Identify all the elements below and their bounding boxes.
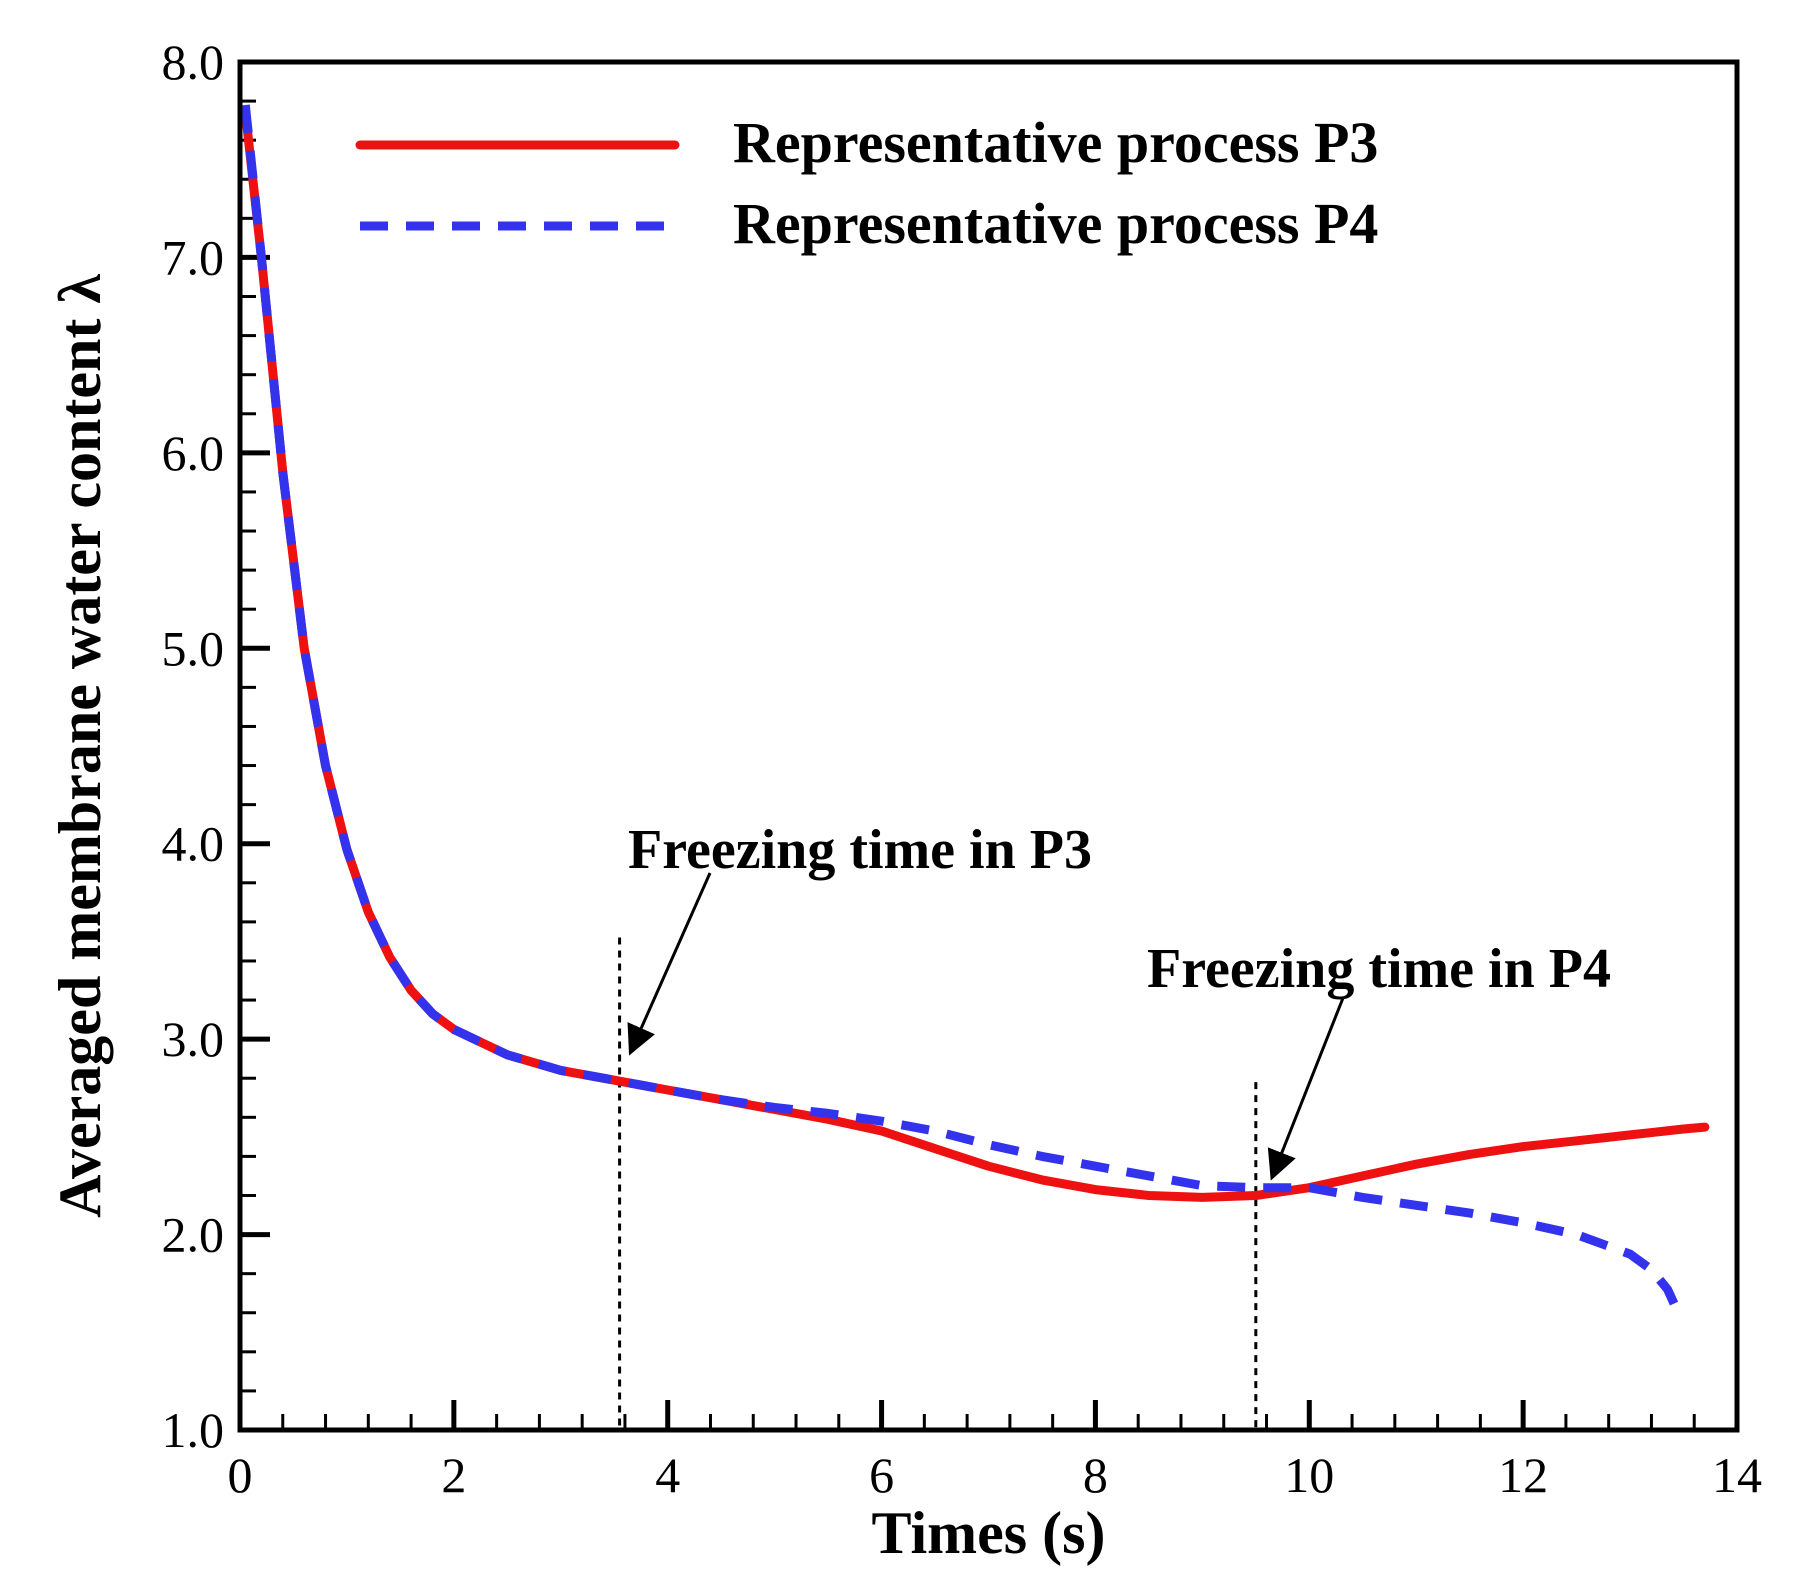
series-lines	[240, 104, 1710, 1315]
y-axis-title: Averaged membrane water content λ	[47, 274, 113, 1218]
legend-label: Representative process P4	[733, 191, 1378, 256]
y-tick-label: 1.0	[162, 1402, 225, 1458]
y-tick-label: 8.0	[162, 34, 225, 90]
y-tick-label: 7.0	[162, 229, 225, 285]
annotation-label: Freezing time in P3	[628, 819, 1092, 881]
annotations: Freezing time in P3 Freezing time in P4	[618, 819, 1611, 1430]
x-tick-label: 12	[1498, 1447, 1548, 1503]
x-tick-label: 4	[655, 1447, 680, 1503]
annotation-arrow	[627, 872, 712, 1056]
x-tick-label: 0	[228, 1447, 253, 1503]
y-tick-label: 6.0	[162, 425, 225, 481]
x-tick-label: 10	[1284, 1447, 1334, 1503]
x-tick-label: 2	[441, 1447, 466, 1503]
x-axis-title: Times (s)	[872, 1500, 1106, 1566]
y-tick-label: 2.0	[162, 1207, 225, 1263]
y-tick-label: 4.0	[162, 816, 225, 872]
legend: Representative process P3 Representative …	[355, 110, 1378, 256]
y-tick-label: 3.0	[162, 1011, 225, 1067]
x-tick-label: 8	[1083, 1447, 1108, 1503]
y-tick-label: 5.0	[162, 620, 225, 676]
x-tick-label: 6	[869, 1447, 894, 1503]
annotation-arrow	[1267, 997, 1345, 1181]
plot-frame	[237, 59, 1740, 1433]
series-line-p4	[240, 104, 1683, 1315]
annotation-label: Freezing time in P4	[1147, 938, 1611, 1000]
legend-label: Representative process P3	[733, 110, 1378, 175]
axis-tick-labels: 0 2 4 6 8 10 12 14 1.0 2.0 3.0 4.0 5.0 6.0 7.0 8.0	[162, 34, 1763, 1503]
axis-ticks	[237, 59, 1740, 1433]
x-tick-label: 14	[1712, 1447, 1762, 1503]
